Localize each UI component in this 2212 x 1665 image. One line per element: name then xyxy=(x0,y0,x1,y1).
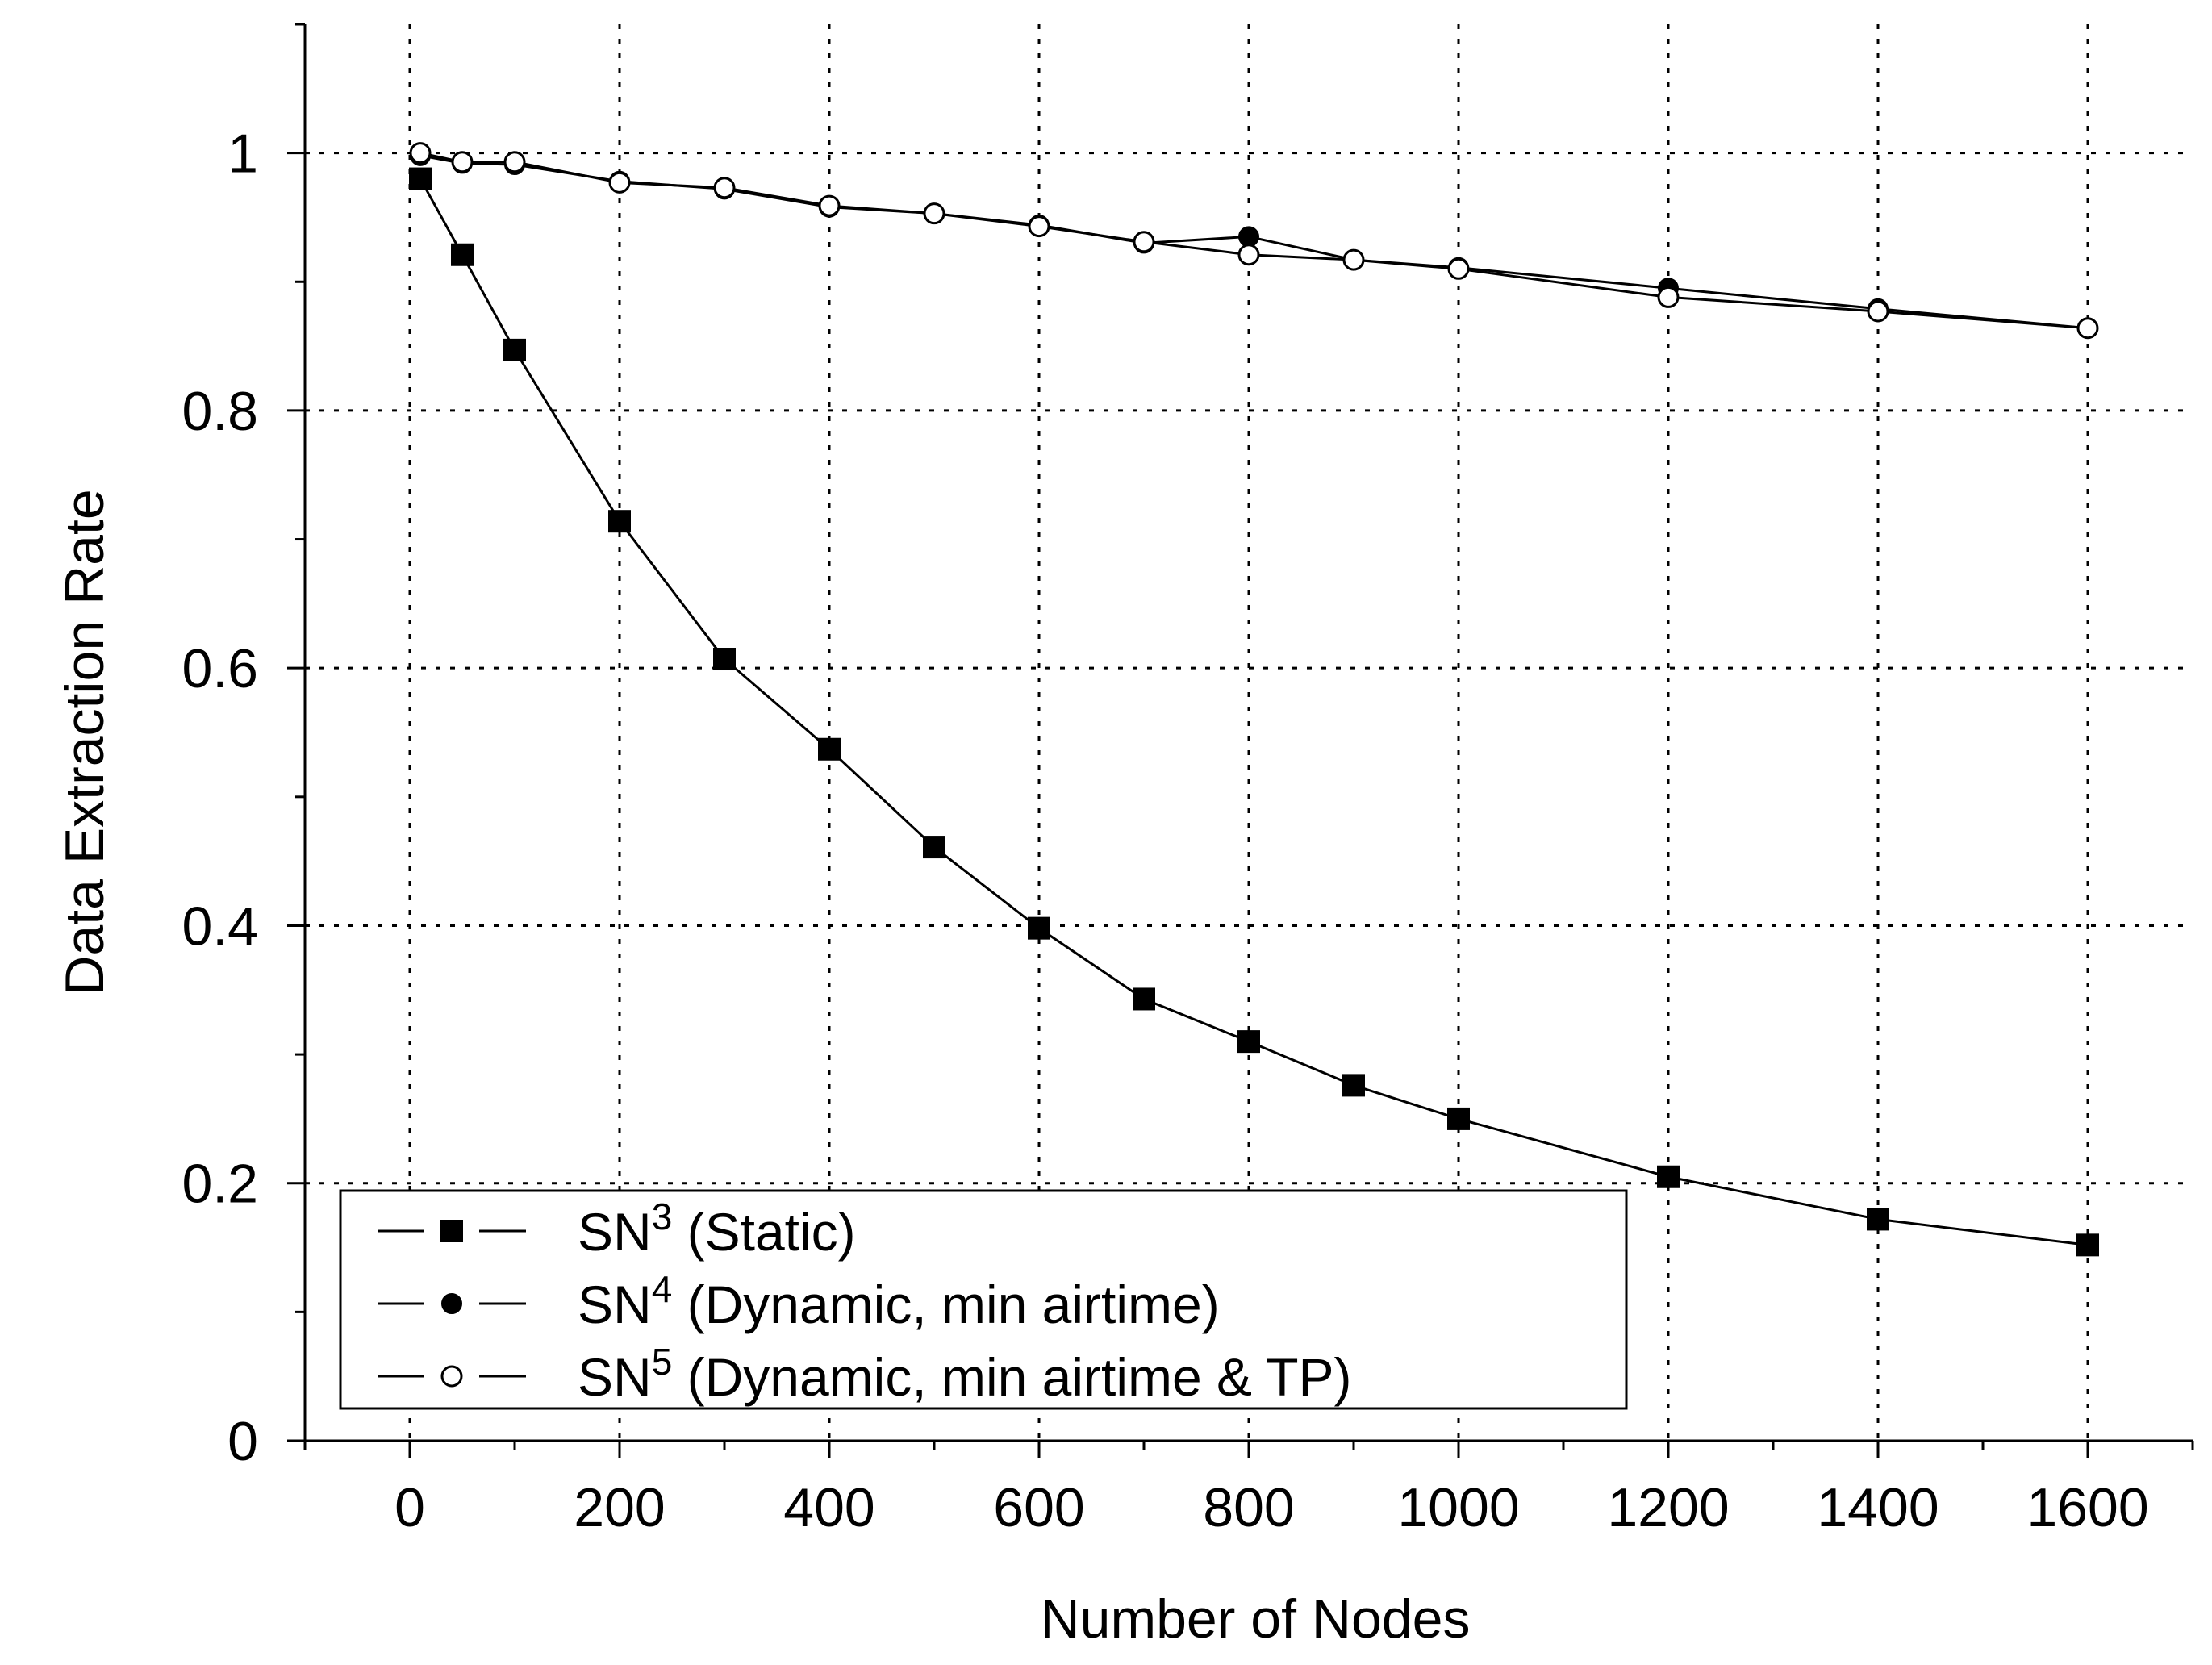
series-3 xyxy=(409,142,2099,340)
axes: 0 200 400 600 800 1000 1200 1400 1600 0 0.2 0.4 0.6 0… xyxy=(182,23,2194,1538)
data-point xyxy=(818,737,841,761)
legend-item-3: SN5 (Dynamic, min airtime & TP) xyxy=(378,1341,1352,1407)
x-tick-label: 1000 xyxy=(1397,1477,1519,1538)
x-axis-title: Number of Nodes xyxy=(1041,1588,1471,1650)
data-point xyxy=(713,177,736,199)
legend-label: SN4 (Dynamic, min airtime) xyxy=(578,1268,1220,1334)
x-tick-label: 1400 xyxy=(1817,1477,1939,1538)
x-tick-label: 600 xyxy=(993,1477,1084,1538)
data-point xyxy=(923,836,945,859)
data-point xyxy=(1028,916,1050,940)
data-point xyxy=(1238,226,1259,248)
data-point xyxy=(451,243,474,266)
data-point xyxy=(1342,1074,1365,1097)
data-point xyxy=(1237,1030,1260,1054)
x-tick-label: 1600 xyxy=(2026,1477,2148,1538)
x-tick-label: 800 xyxy=(1203,1477,1294,1538)
data-point xyxy=(409,167,432,190)
data-point xyxy=(608,510,631,533)
x-tick-label: 0 xyxy=(394,1477,425,1538)
data-point xyxy=(1447,1107,1470,1130)
data-point xyxy=(2076,1233,2099,1257)
data-point xyxy=(1133,987,1155,1011)
y-axis-title: Data Extraction Rate xyxy=(54,489,115,995)
data-point xyxy=(503,151,526,173)
y-tick-label: 1 xyxy=(227,123,258,185)
y-tick-label: 0.2 xyxy=(182,1154,258,1215)
data-point xyxy=(923,202,945,225)
legend-marker xyxy=(440,1365,463,1388)
x-tick-label: 400 xyxy=(783,1477,874,1538)
data-point xyxy=(713,648,736,671)
data-point xyxy=(1237,244,1260,266)
legend-marker xyxy=(440,1220,463,1242)
x-tick-label: 200 xyxy=(574,1477,665,1538)
data-point xyxy=(1342,248,1365,271)
data-point xyxy=(1867,300,1889,323)
x-tick-label: 1200 xyxy=(1607,1477,1729,1538)
y-tick-label: 0.8 xyxy=(182,381,258,442)
legend-box xyxy=(339,1189,1628,1410)
data-point xyxy=(1657,286,1680,308)
series-1 xyxy=(409,167,2099,1257)
legend-marker xyxy=(441,1293,462,1314)
data-point xyxy=(1133,231,1155,253)
data-point xyxy=(818,194,841,217)
legend-label: SN5 (Dynamic, min airtime & TP) xyxy=(578,1341,1352,1407)
y-tick-label: 0.6 xyxy=(182,638,258,699)
legend-item-1: SN3 (Static) xyxy=(378,1196,856,1262)
legend-label: SN3 (Static) xyxy=(578,1196,856,1262)
legend: SN3 (Static)SN4 (Dynamic, min airtime) SN… xyxy=(339,1189,1628,1410)
data-point xyxy=(2076,317,2099,340)
legend-item-2: SN4 (Dynamic, min airtime) xyxy=(378,1268,1220,1334)
data-point xyxy=(1867,1208,1889,1231)
data-point xyxy=(503,338,526,361)
data-point xyxy=(608,171,631,194)
data-point xyxy=(451,151,474,173)
data-point xyxy=(1447,257,1470,280)
data-point xyxy=(409,142,432,165)
y-tick-label: 0 xyxy=(227,1411,258,1472)
y-tick-label: 0.4 xyxy=(182,895,258,957)
data-point xyxy=(1028,215,1050,238)
series-line-1 xyxy=(419,177,2089,1246)
series xyxy=(409,142,2099,1257)
data-point xyxy=(1657,1165,1680,1188)
